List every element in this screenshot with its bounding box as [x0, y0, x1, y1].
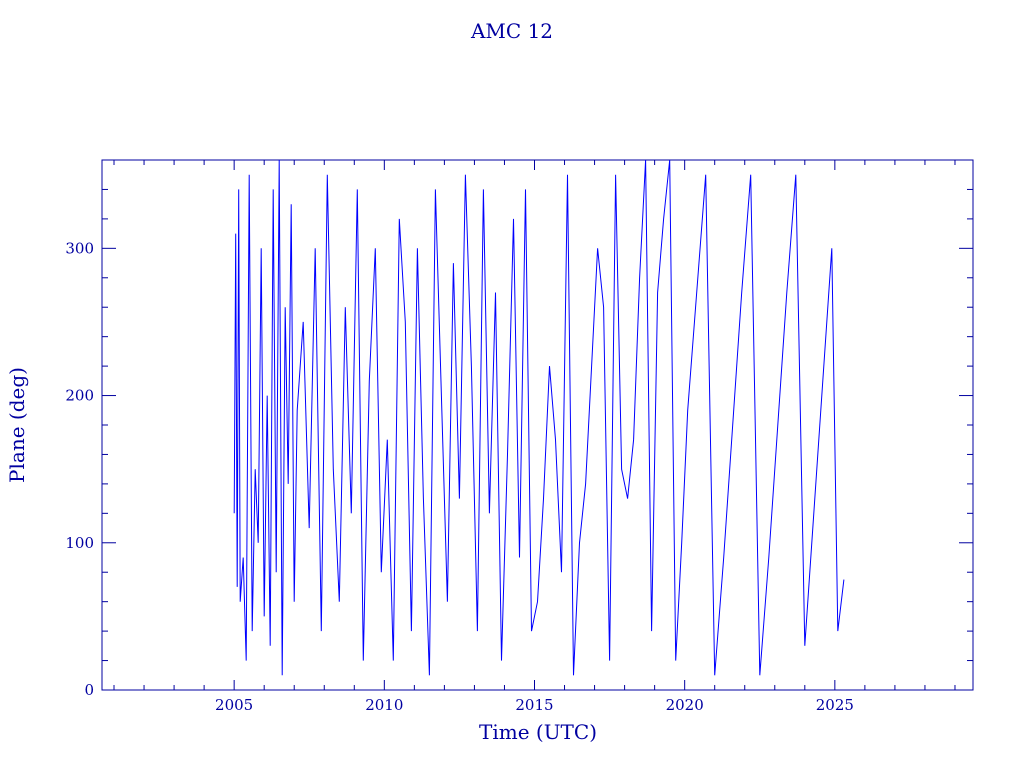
x-tick-label: 2015: [515, 696, 553, 714]
y-axis-ticks: 0 100 200 300: [65, 159, 973, 699]
chart-title: AMC 12: [470, 19, 553, 43]
x-tick-label: 2010: [365, 696, 403, 714]
y-axis-label: Plane (deg): [5, 367, 29, 483]
y-tick-label: 0: [84, 681, 94, 699]
series-line: [233, 159, 845, 676]
series-group: [233, 159, 845, 676]
y-tick-label: 300: [65, 239, 94, 257]
x-axis-ticks: 2005 2010 2015 2020 2025: [113, 160, 956, 714]
y-tick-label: 100: [65, 534, 94, 552]
x-tick-label: 2020: [666, 696, 704, 714]
x-tick-label: 2025: [816, 696, 854, 714]
plot-frame: [101, 159, 974, 691]
x-tick-label: 2005: [215, 696, 253, 714]
y-tick-label: 200: [65, 387, 94, 405]
x-axis-label: Time (UTC): [479, 720, 597, 744]
